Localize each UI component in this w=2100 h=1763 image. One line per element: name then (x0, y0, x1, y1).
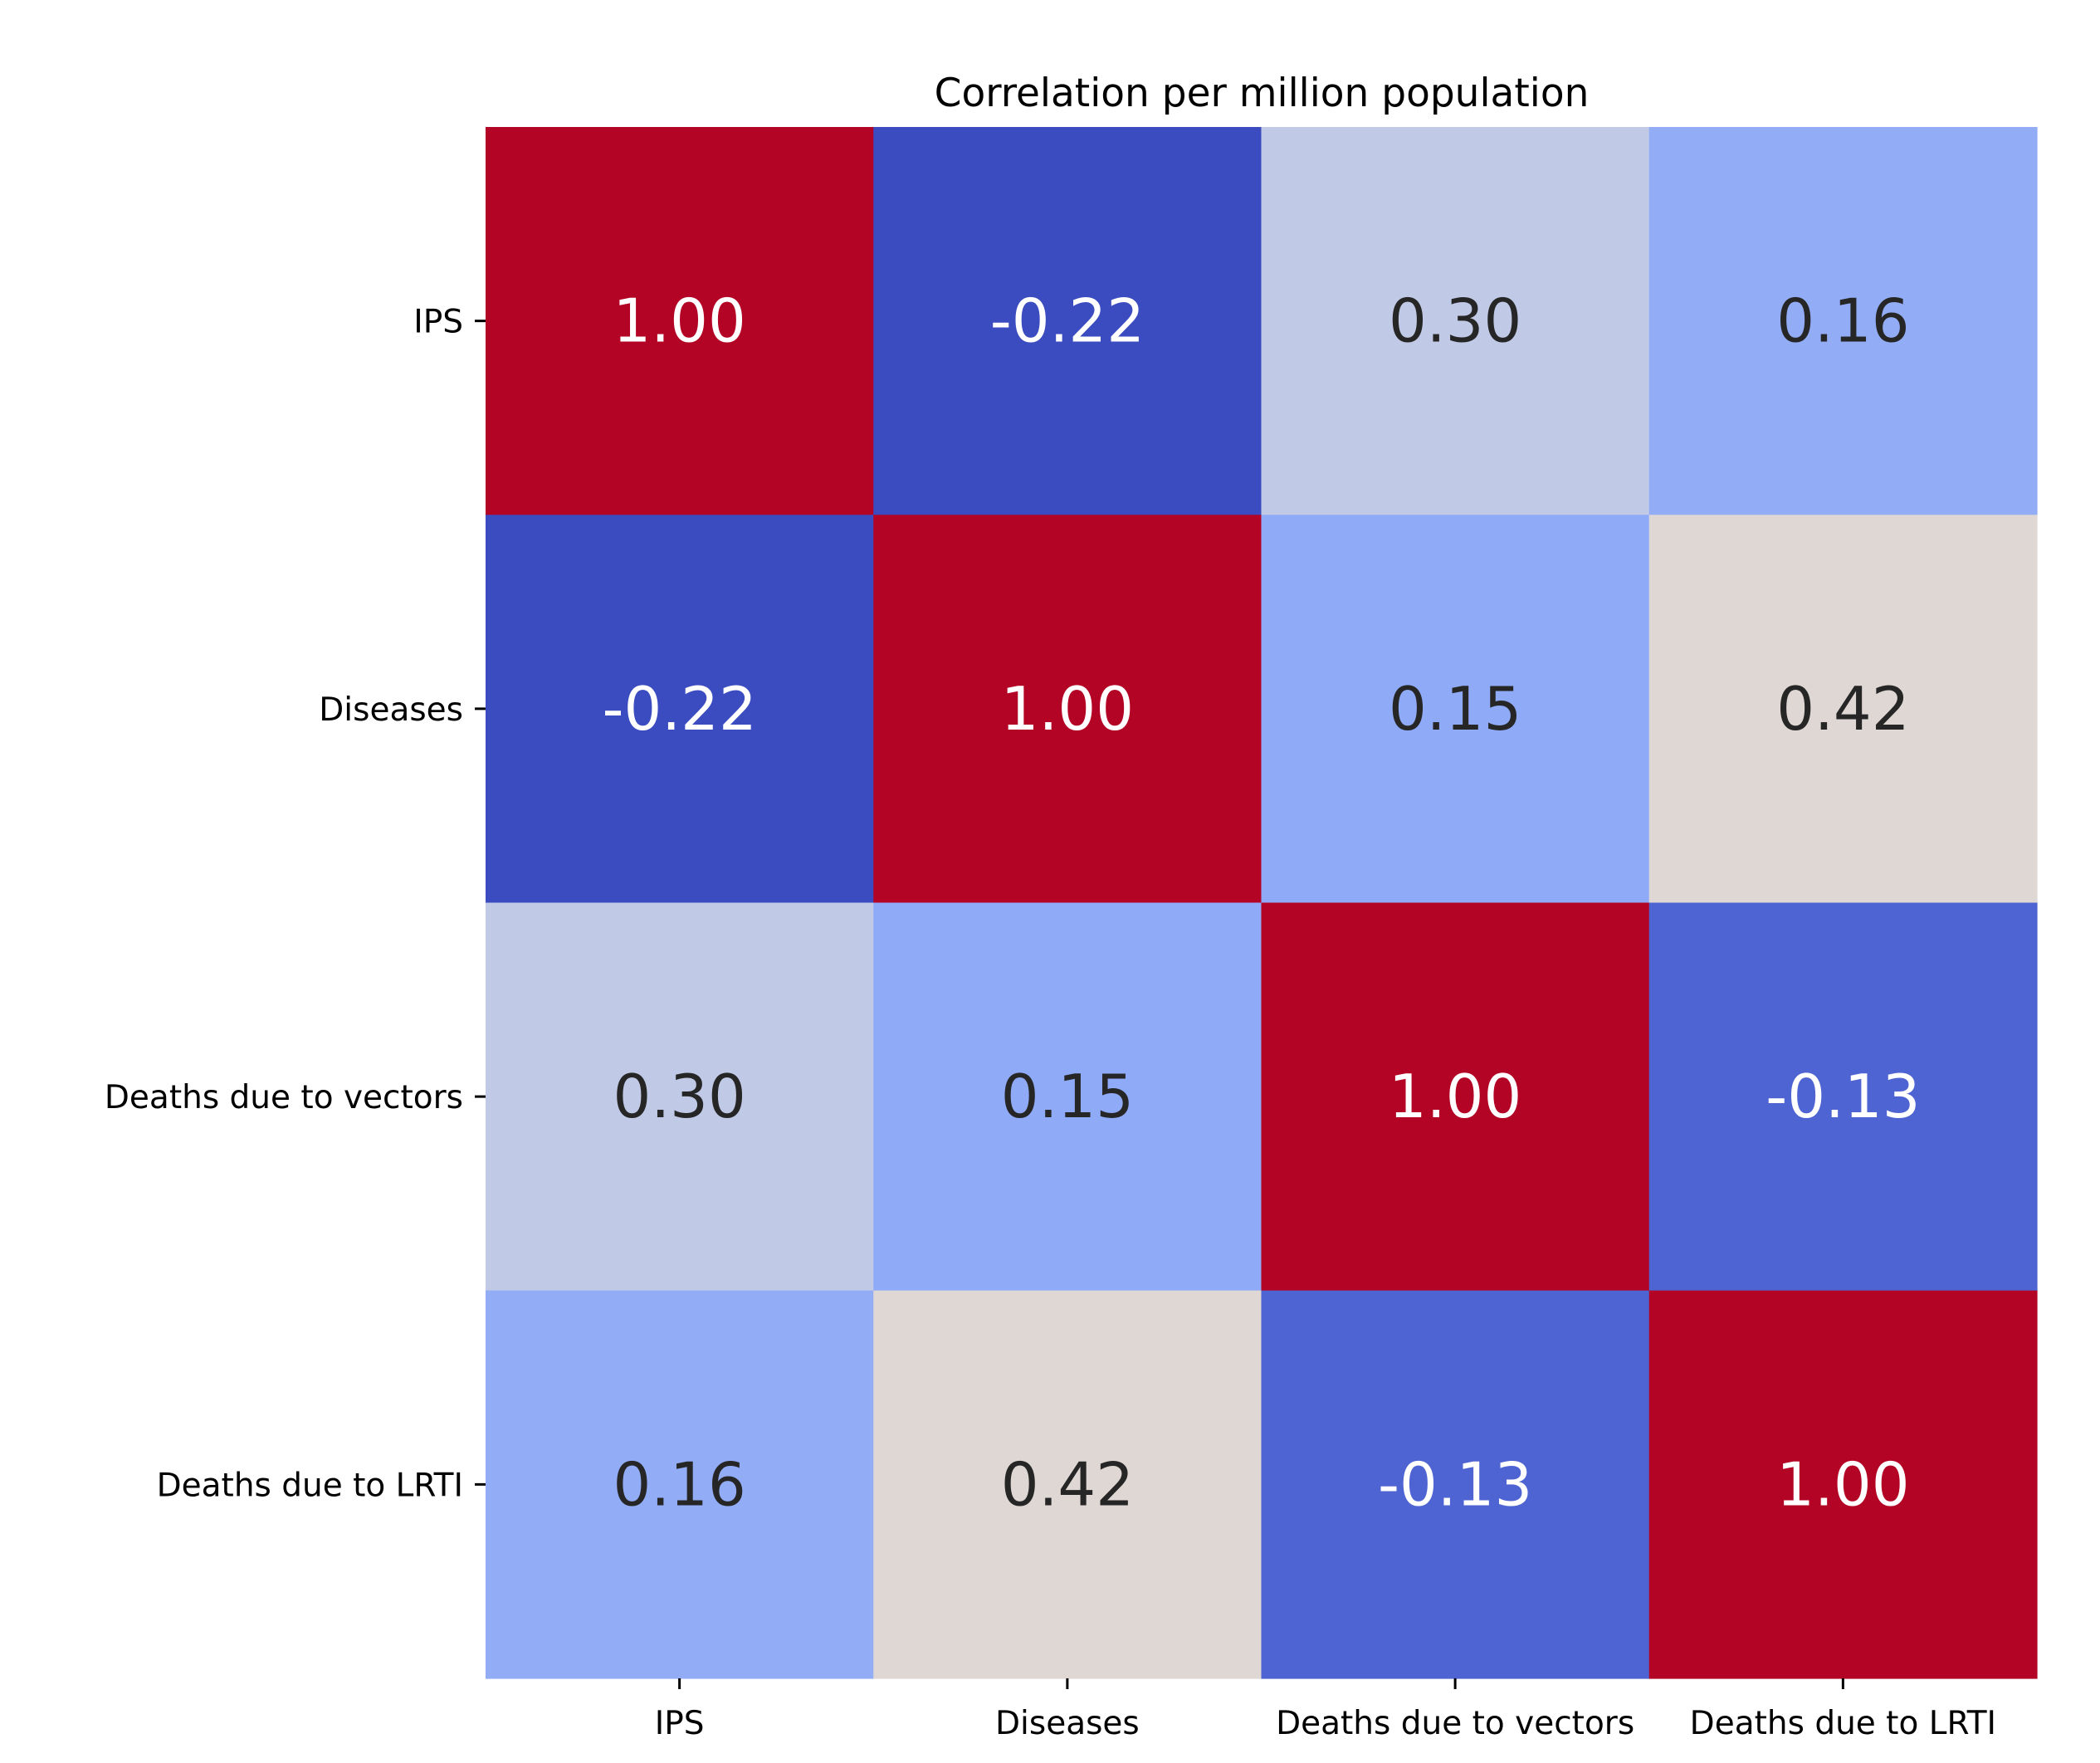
heatmap-cell (873, 515, 1262, 904)
cell-value-label: -0.13 (1378, 1449, 1532, 1519)
x-tick-label: Deaths due to vectors (1276, 1705, 1634, 1742)
heatmap-cell (486, 902, 874, 1292)
heatmap-cell (1261, 902, 1650, 1292)
cell-value-label: 0.42 (1776, 674, 1909, 744)
x-tick-label: Diseases (995, 1705, 1140, 1742)
heatmap-cell (486, 127, 874, 515)
cell-value-label: 1.00 (1001, 674, 1134, 744)
heatmap-cell (873, 902, 1262, 1292)
heatmap-cell (1648, 902, 2038, 1292)
heatmap-cell (1648, 1290, 2038, 1679)
x-axis: IPS Diseases Deaths due to vectors Deaths d… (655, 1678, 1996, 1742)
heatmap-cell (873, 1290, 1262, 1679)
y-tick-label: Deaths due to LRTI (157, 1467, 463, 1504)
cell-value-label: 0.30 (613, 1062, 745, 1131)
cell-value-label: 0.16 (613, 1449, 745, 1519)
chart-title: Correlation per million population (935, 71, 1590, 116)
heatmap-cell (486, 1290, 874, 1679)
cell-value-label: -0.22 (990, 286, 1145, 356)
cell-value-label: -0.13 (1765, 1062, 1920, 1131)
x-tick-label: IPS (655, 1705, 705, 1742)
cell-value-label: -0.22 (602, 674, 756, 744)
heatmap-cell (1261, 515, 1650, 904)
y-tick-label: IPS (413, 304, 463, 341)
heatmap-cell (1648, 127, 2038, 515)
heatmap-cell (1261, 127, 1650, 515)
cell-value-label: 0.30 (1389, 286, 1521, 356)
y-axis: IPS Diseases Deaths due to vectors Deaths d… (105, 304, 486, 1504)
heatmap-cells: 1.00 -0.22 0.30 0.16 -0.22 1.00 0.15 0.42 0.30 0.… (486, 127, 2038, 1679)
y-tick-label: Diseases (319, 691, 463, 729)
heatmap-cell (1261, 1290, 1650, 1679)
cell-value-label: 0.15 (1389, 674, 1521, 744)
heatmap-cell (486, 515, 874, 904)
x-tick-label: Deaths due to LRTI (1690, 1705, 1996, 1742)
cell-value-label: 1.00 (1389, 1062, 1521, 1131)
y-tick-label: Deaths due to vectors (105, 1079, 463, 1116)
cell-value-label: 1.00 (613, 286, 745, 356)
heatmap-cell (873, 127, 1262, 515)
cell-value-label: 0.16 (1776, 286, 1909, 356)
cell-value-label: 0.42 (1001, 1449, 1134, 1519)
cell-value-label: 1.00 (1776, 1449, 1909, 1519)
heatmap-cell (1648, 515, 2038, 904)
cell-value-label: 0.15 (1001, 1062, 1134, 1131)
